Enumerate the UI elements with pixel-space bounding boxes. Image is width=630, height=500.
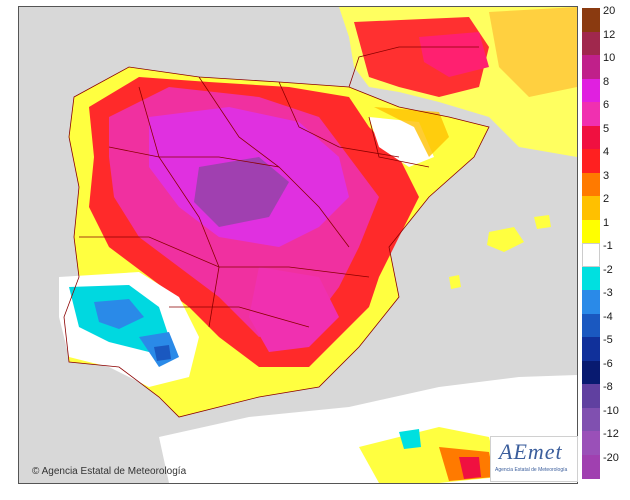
anomaly-map [18, 6, 578, 484]
southwest-cool-region [59, 272, 199, 387]
legend-tick-label: -4 [603, 310, 613, 323]
legend-tick-label: 6 [603, 99, 610, 111]
legend-swatch [582, 431, 600, 455]
legend-swatch [582, 8, 600, 32]
legend-swatch [582, 196, 600, 220]
legend-swatch [582, 219, 600, 244]
france-region [339, 7, 577, 157]
legend-tick-label: -10 [603, 404, 619, 417]
legend-swatch [582, 125, 600, 150]
legend-swatch [582, 102, 600, 126]
legend-tick-label: -12 [603, 428, 619, 440]
region-borders [63, 46, 490, 418]
logo-subtitle: Agencia Estatal de Meteorología [495, 467, 568, 473]
legend-swatch [582, 384, 600, 408]
africa-region [159, 375, 577, 483]
color-legend: 20 12 10 8 6 5 4 3 2 1 -1 -2 -3 -4 -5 -6 -8 -10 -12 -20 [582, 5, 630, 479]
legend-tick-label: -3 [603, 287, 613, 299]
legend-tick-label: 4 [603, 146, 610, 158]
legend-swatch [582, 149, 600, 173]
credit-label: Agencia Estatal de Meteorología [41, 466, 187, 477]
legend-tick-label: 3 [603, 169, 610, 182]
balearic-islands [449, 215, 551, 289]
legend-swatch [582, 454, 600, 479]
legend-swatch [582, 78, 600, 103]
legend-tick-label: -6 [603, 357, 613, 370]
map-canvas [59, 7, 577, 483]
logo-name: AEmet [499, 439, 563, 464]
legend-swatch [582, 31, 600, 56]
legend-swatch [582, 172, 600, 197]
legend-tick-label: 12 [603, 28, 616, 41]
legend-tick-label: -20 [603, 451, 619, 464]
legend-swatch [582, 290, 600, 314]
legend-swatch [582, 337, 600, 361]
iberia-landmass [64, 67, 489, 417]
legend-swatch [582, 407, 600, 432]
legend-swatch [582, 243, 600, 267]
aemet-logo: AEmet Agencia Estatal de Meteorología [490, 436, 578, 482]
legend-tick-label: -1 [603, 240, 613, 252]
legend-swatch [582, 55, 600, 79]
legend-tick-label: 2 [603, 193, 610, 205]
legend-tick-label: -8 [603, 381, 613, 393]
legend-tick-label: -5 [603, 334, 613, 346]
copyright-icon: © [32, 466, 40, 477]
legend-tick-label: 20 [603, 5, 616, 17]
legend-tick-label: 10 [603, 52, 616, 64]
legend-tick-label: 5 [603, 122, 610, 135]
legend-tick-label: 1 [603, 216, 610, 229]
credit-text: © Agencia Estatal de Meteorología [32, 466, 186, 477]
legend-swatch [582, 360, 600, 385]
legend-tick-label: 8 [603, 75, 610, 88]
legend-tick-label: -2 [603, 263, 613, 276]
legend-swatch [582, 313, 600, 338]
legend-swatch [582, 266, 600, 291]
